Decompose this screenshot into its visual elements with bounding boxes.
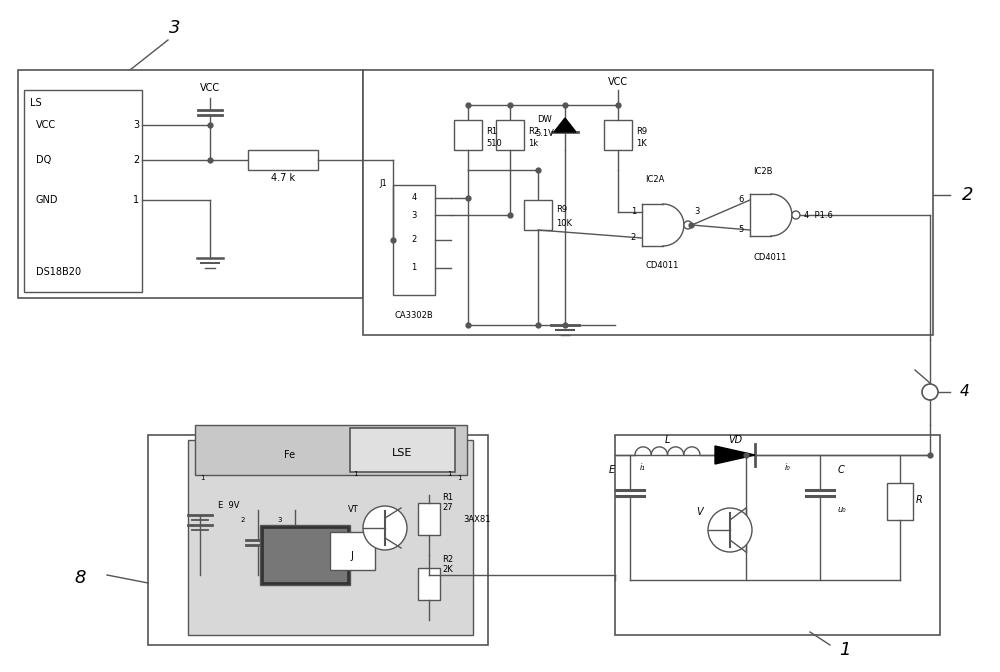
- Bar: [24, 90, 142, 292]
- Text: 4.7 k: 4.7 k: [271, 173, 295, 183]
- Text: 10K: 10K: [556, 218, 572, 228]
- Text: R2: R2: [442, 556, 453, 564]
- Text: C: C: [838, 465, 845, 475]
- Text: 1: 1: [631, 208, 636, 216]
- Text: 1: 1: [448, 471, 452, 477]
- Text: CD4011: CD4011: [645, 261, 678, 269]
- Text: VD: VD: [728, 435, 742, 445]
- Text: R9: R9: [556, 206, 567, 214]
- Text: 1: 1: [133, 195, 139, 205]
- Text: 1: 1: [200, 475, 205, 481]
- Text: 3: 3: [169, 19, 181, 37]
- Text: 5: 5: [739, 226, 744, 235]
- Text: 4: 4: [960, 384, 970, 399]
- Text: 2: 2: [133, 155, 139, 165]
- Bar: [263, 528, 347, 582]
- Bar: [260, 525, 350, 585]
- Bar: [188, 440, 473, 635]
- Bar: [393, 185, 435, 295]
- Text: 2: 2: [411, 235, 417, 245]
- Text: R2: R2: [528, 128, 539, 136]
- Bar: [248, 150, 318, 170]
- Text: 4  P1.6: 4 P1.6: [804, 210, 833, 220]
- Bar: [524, 200, 552, 230]
- Text: 3: 3: [278, 517, 282, 523]
- Bar: [148, 435, 488, 645]
- Text: CA3302B: CA3302B: [395, 310, 433, 319]
- Bar: [418, 568, 440, 600]
- Text: 1: 1: [839, 641, 851, 659]
- Text: VT: VT: [348, 505, 358, 515]
- Bar: [887, 483, 913, 520]
- Text: 5.1V: 5.1V: [536, 128, 554, 138]
- Bar: [350, 428, 455, 472]
- Bar: [454, 120, 482, 150]
- Text: J: J: [351, 551, 353, 561]
- Circle shape: [708, 508, 752, 552]
- Text: E  9V: E 9V: [218, 501, 240, 509]
- Text: V: V: [697, 507, 703, 517]
- Bar: [496, 120, 524, 150]
- Text: Fe: Fe: [284, 450, 296, 460]
- Text: VCC: VCC: [200, 83, 220, 93]
- Text: CD4011: CD4011: [753, 253, 786, 263]
- Text: R9: R9: [636, 128, 647, 136]
- Text: J1: J1: [379, 179, 387, 187]
- Circle shape: [684, 221, 692, 229]
- Circle shape: [922, 384, 938, 400]
- Text: 27: 27: [442, 503, 453, 513]
- Text: 3: 3: [133, 120, 139, 130]
- Text: 1: 1: [353, 471, 358, 477]
- Bar: [363, 70, 933, 335]
- Text: 3: 3: [411, 210, 417, 220]
- Text: 4: 4: [411, 194, 417, 202]
- Text: VCC: VCC: [608, 77, 628, 87]
- Text: i₁: i₁: [640, 464, 646, 472]
- Text: 2: 2: [631, 233, 636, 243]
- Text: L: L: [665, 435, 670, 445]
- Text: IC2A: IC2A: [645, 175, 664, 185]
- Bar: [418, 503, 440, 535]
- Text: LS: LS: [30, 98, 42, 108]
- Text: DQ: DQ: [36, 155, 51, 165]
- Text: 2: 2: [962, 186, 974, 204]
- Text: 1k: 1k: [528, 140, 538, 149]
- Text: 1: 1: [411, 263, 417, 273]
- Text: DW: DW: [538, 116, 552, 124]
- Text: DS18B20: DS18B20: [36, 267, 81, 277]
- Bar: [195, 425, 467, 475]
- Text: GND: GND: [36, 195, 58, 205]
- Bar: [615, 435, 940, 635]
- Polygon shape: [715, 446, 755, 464]
- Bar: [604, 120, 632, 150]
- Text: R: R: [916, 495, 923, 505]
- Text: R1: R1: [442, 493, 453, 503]
- Text: R1: R1: [486, 128, 497, 136]
- Text: 510: 510: [486, 140, 502, 149]
- Text: 3AX81: 3AX81: [463, 515, 490, 525]
- Text: u₀: u₀: [838, 505, 847, 515]
- Text: IC2B: IC2B: [753, 167, 772, 177]
- Text: i₀: i₀: [785, 464, 791, 472]
- Text: VCC: VCC: [36, 120, 56, 130]
- Text: LSE: LSE: [392, 448, 412, 458]
- Polygon shape: [554, 118, 576, 132]
- Text: 1: 1: [458, 475, 462, 481]
- Circle shape: [792, 211, 800, 219]
- Text: 8: 8: [74, 569, 86, 587]
- Circle shape: [363, 506, 407, 550]
- Text: 2: 2: [241, 517, 245, 523]
- Text: 1K: 1K: [636, 140, 647, 149]
- Bar: [18, 70, 363, 298]
- Text: 6: 6: [739, 196, 744, 204]
- Text: 2K: 2K: [442, 566, 453, 575]
- Bar: [330, 532, 375, 570]
- Text: E: E: [609, 465, 615, 475]
- Text: 3: 3: [694, 208, 699, 216]
